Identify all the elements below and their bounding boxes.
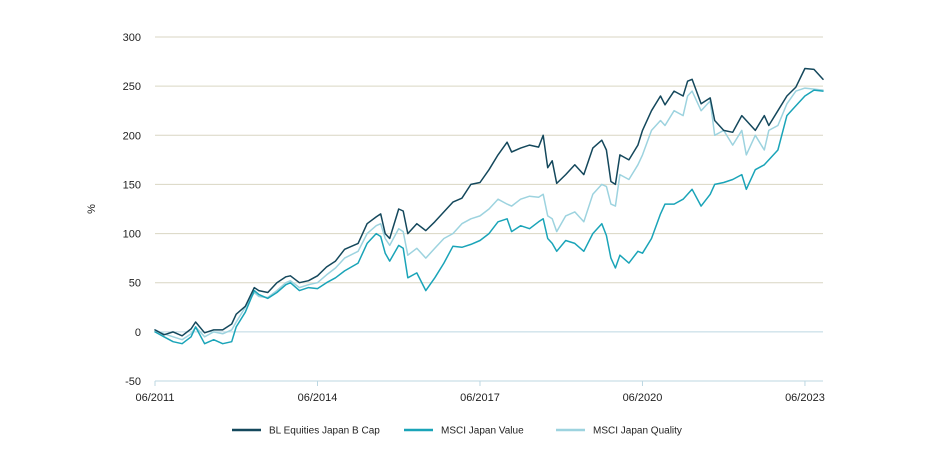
x-tick-label: 06/2011	[136, 392, 175, 404]
y-axis-title: %	[86, 204, 98, 214]
x-tick-label: 06/2020	[623, 392, 663, 404]
y-tick-label: 150	[123, 179, 141, 191]
series-line	[154, 89, 824, 345]
x-tick-label: 06/2017	[460, 392, 500, 404]
legend-label: MSCI Japan Quality	[593, 426, 682, 437]
series-lines	[154, 67, 824, 345]
x-tick-label: 06/2014	[298, 392, 338, 404]
legend-label: BL Equities Japan B Cap	[269, 426, 380, 437]
x-tick-label: 06/2023	[785, 392, 825, 404]
legend-label: MSCI Japan Value	[441, 426, 524, 437]
y-tick-label: 50	[129, 278, 141, 290]
x-axis: 06/2011 06/2014 06/2017 06/2020 06/2023	[136, 380, 825, 404]
y-tick-label: 300	[123, 32, 141, 44]
series-line	[154, 67, 824, 337]
y-tick-label: -50	[125, 376, 141, 388]
legend: BL Equities Japan B Cap MSCI Japan Value M…	[232, 426, 682, 437]
series-line	[154, 87, 824, 341]
y-tick-label: 250	[123, 81, 141, 93]
y-tick-label: 200	[123, 130, 141, 142]
y-tick-label: 0	[135, 327, 141, 339]
y-tick-label: 100	[123, 229, 141, 241]
y-axis-tick-labels: -50 0 50 100 150 200 250 300	[123, 32, 141, 388]
